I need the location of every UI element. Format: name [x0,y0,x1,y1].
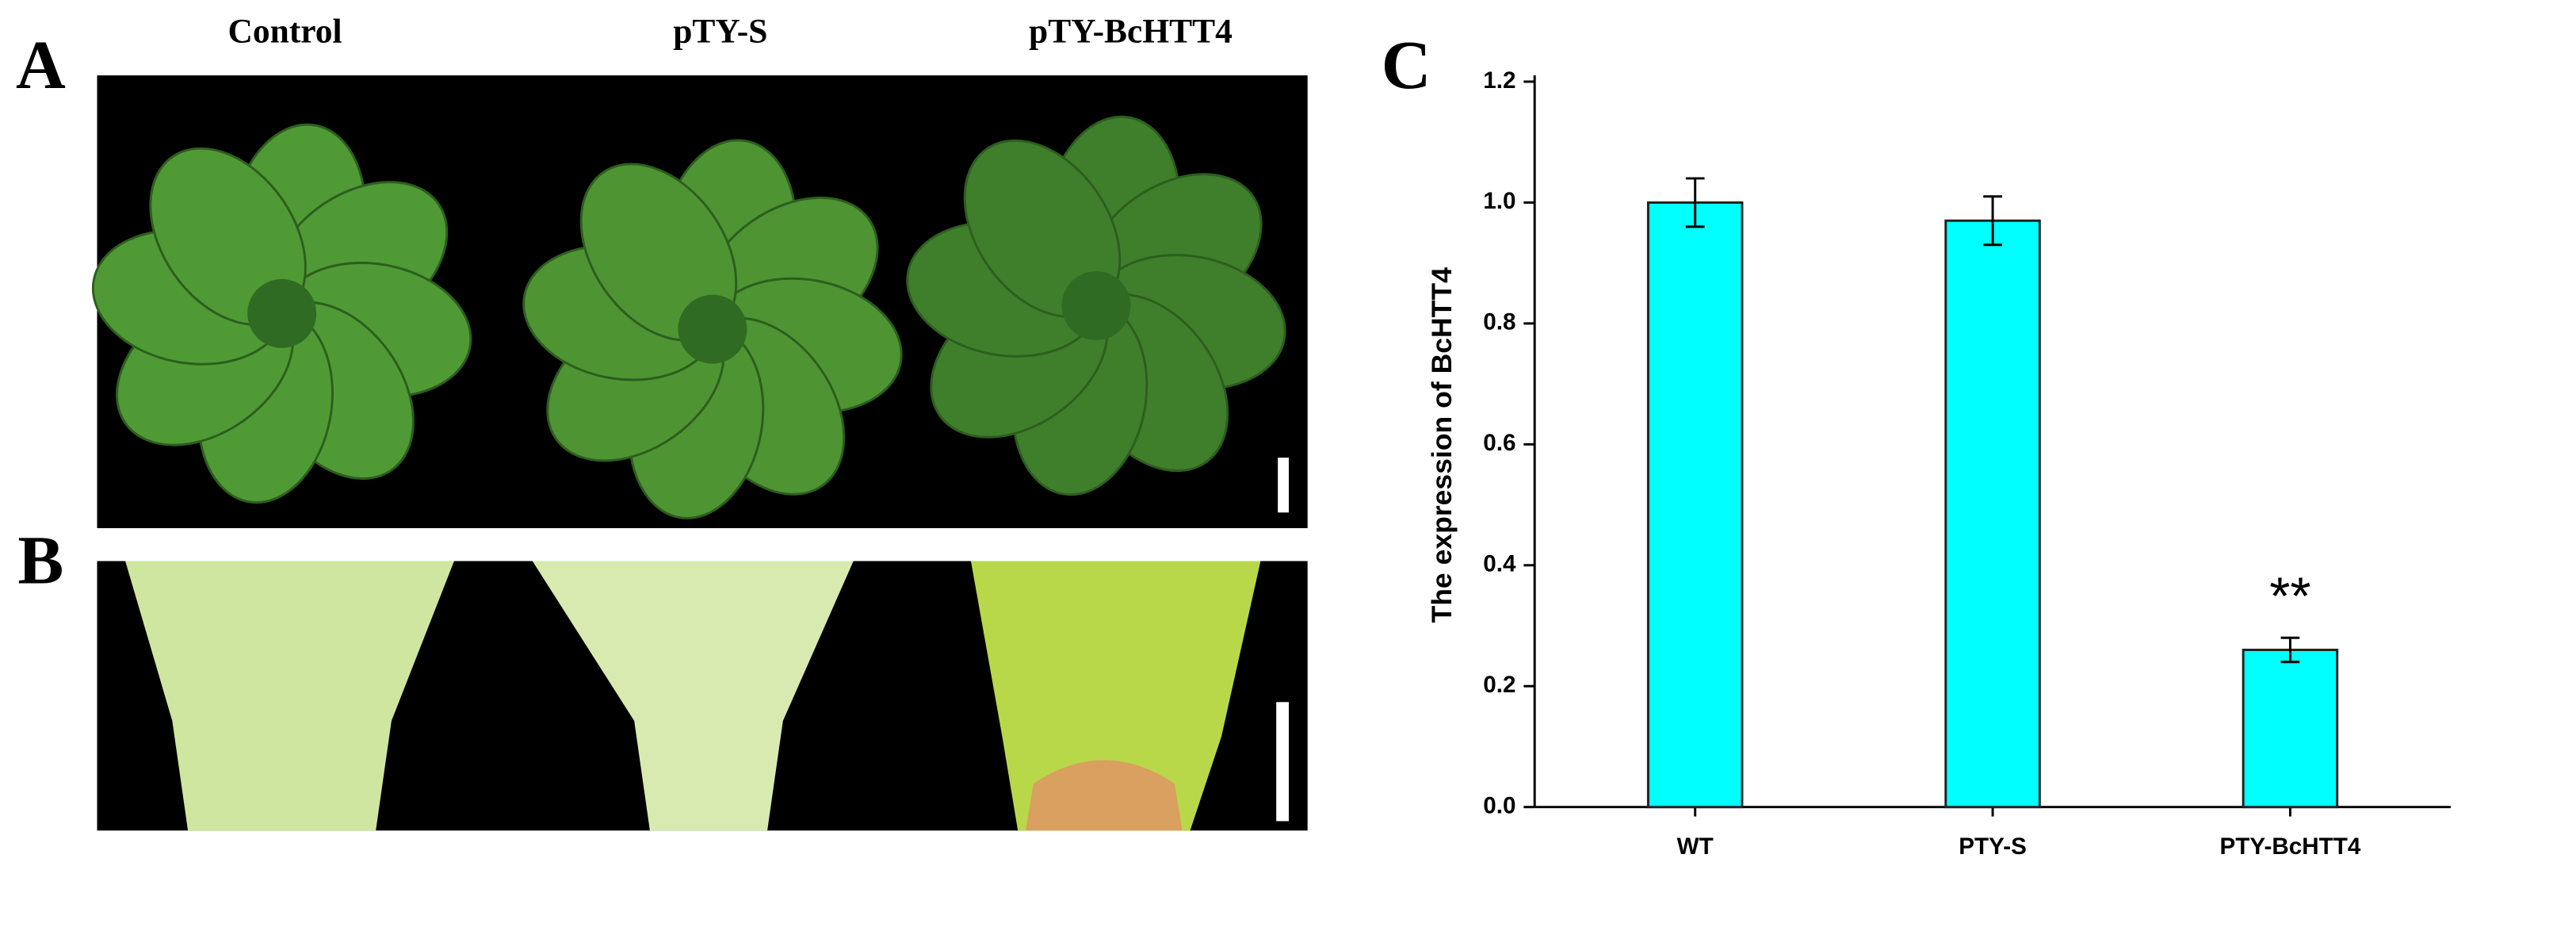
scale-bar [1278,458,1289,513]
y-tick-label: 0.4 [1483,551,1516,577]
photo-label: Control [228,13,342,51]
x-tick-label: PTY-S [1959,833,2027,860]
petiole-photo [970,561,1261,831]
petiole-photo [125,561,454,831]
y-tick-label: 1.2 [1483,67,1515,94]
leaf-center [247,278,317,348]
bar [1646,201,1744,809]
panel-label: B [17,522,63,598]
error-bar [2280,636,2300,664]
y-tick-label: 0.0 [1483,793,1515,819]
photo-label: pTY-BcHTT4 [1029,13,1233,51]
bar [1944,219,2041,809]
photo-b [97,561,1308,831]
photo-a [91,75,1308,529]
bar-chart: The expression of BcHTT4 0.0 0.2 0.4 0.6 0.8… [1426,67,2451,860]
significance-label: ** [2269,567,2310,626]
petiole-photo [532,561,854,831]
error-bar [1685,177,1705,228]
y-tick-label: 1.0 [1483,188,1515,214]
x-tick-label: WT [1677,833,1714,860]
y-axis-label: The expression of BcHTT4 [1426,267,1458,623]
panel-label: C [1382,27,1431,103]
y-tick-label: 0.8 [1483,309,1515,335]
error-bar [1983,195,2002,247]
panel-label: A [16,27,66,103]
photo-label: pTY-S [673,13,767,51]
x-tick-label: PTY-BcHTT4 [2220,833,2361,860]
y-tick-label: 0.6 [1483,430,1515,456]
y-tick-label: 0.2 [1483,672,1515,698]
leaf-center [1061,271,1131,340]
leaf-center [678,294,747,364]
bar [2242,649,2339,809]
scale-bar [1276,702,1289,822]
petiole-photo [1026,760,1183,831]
